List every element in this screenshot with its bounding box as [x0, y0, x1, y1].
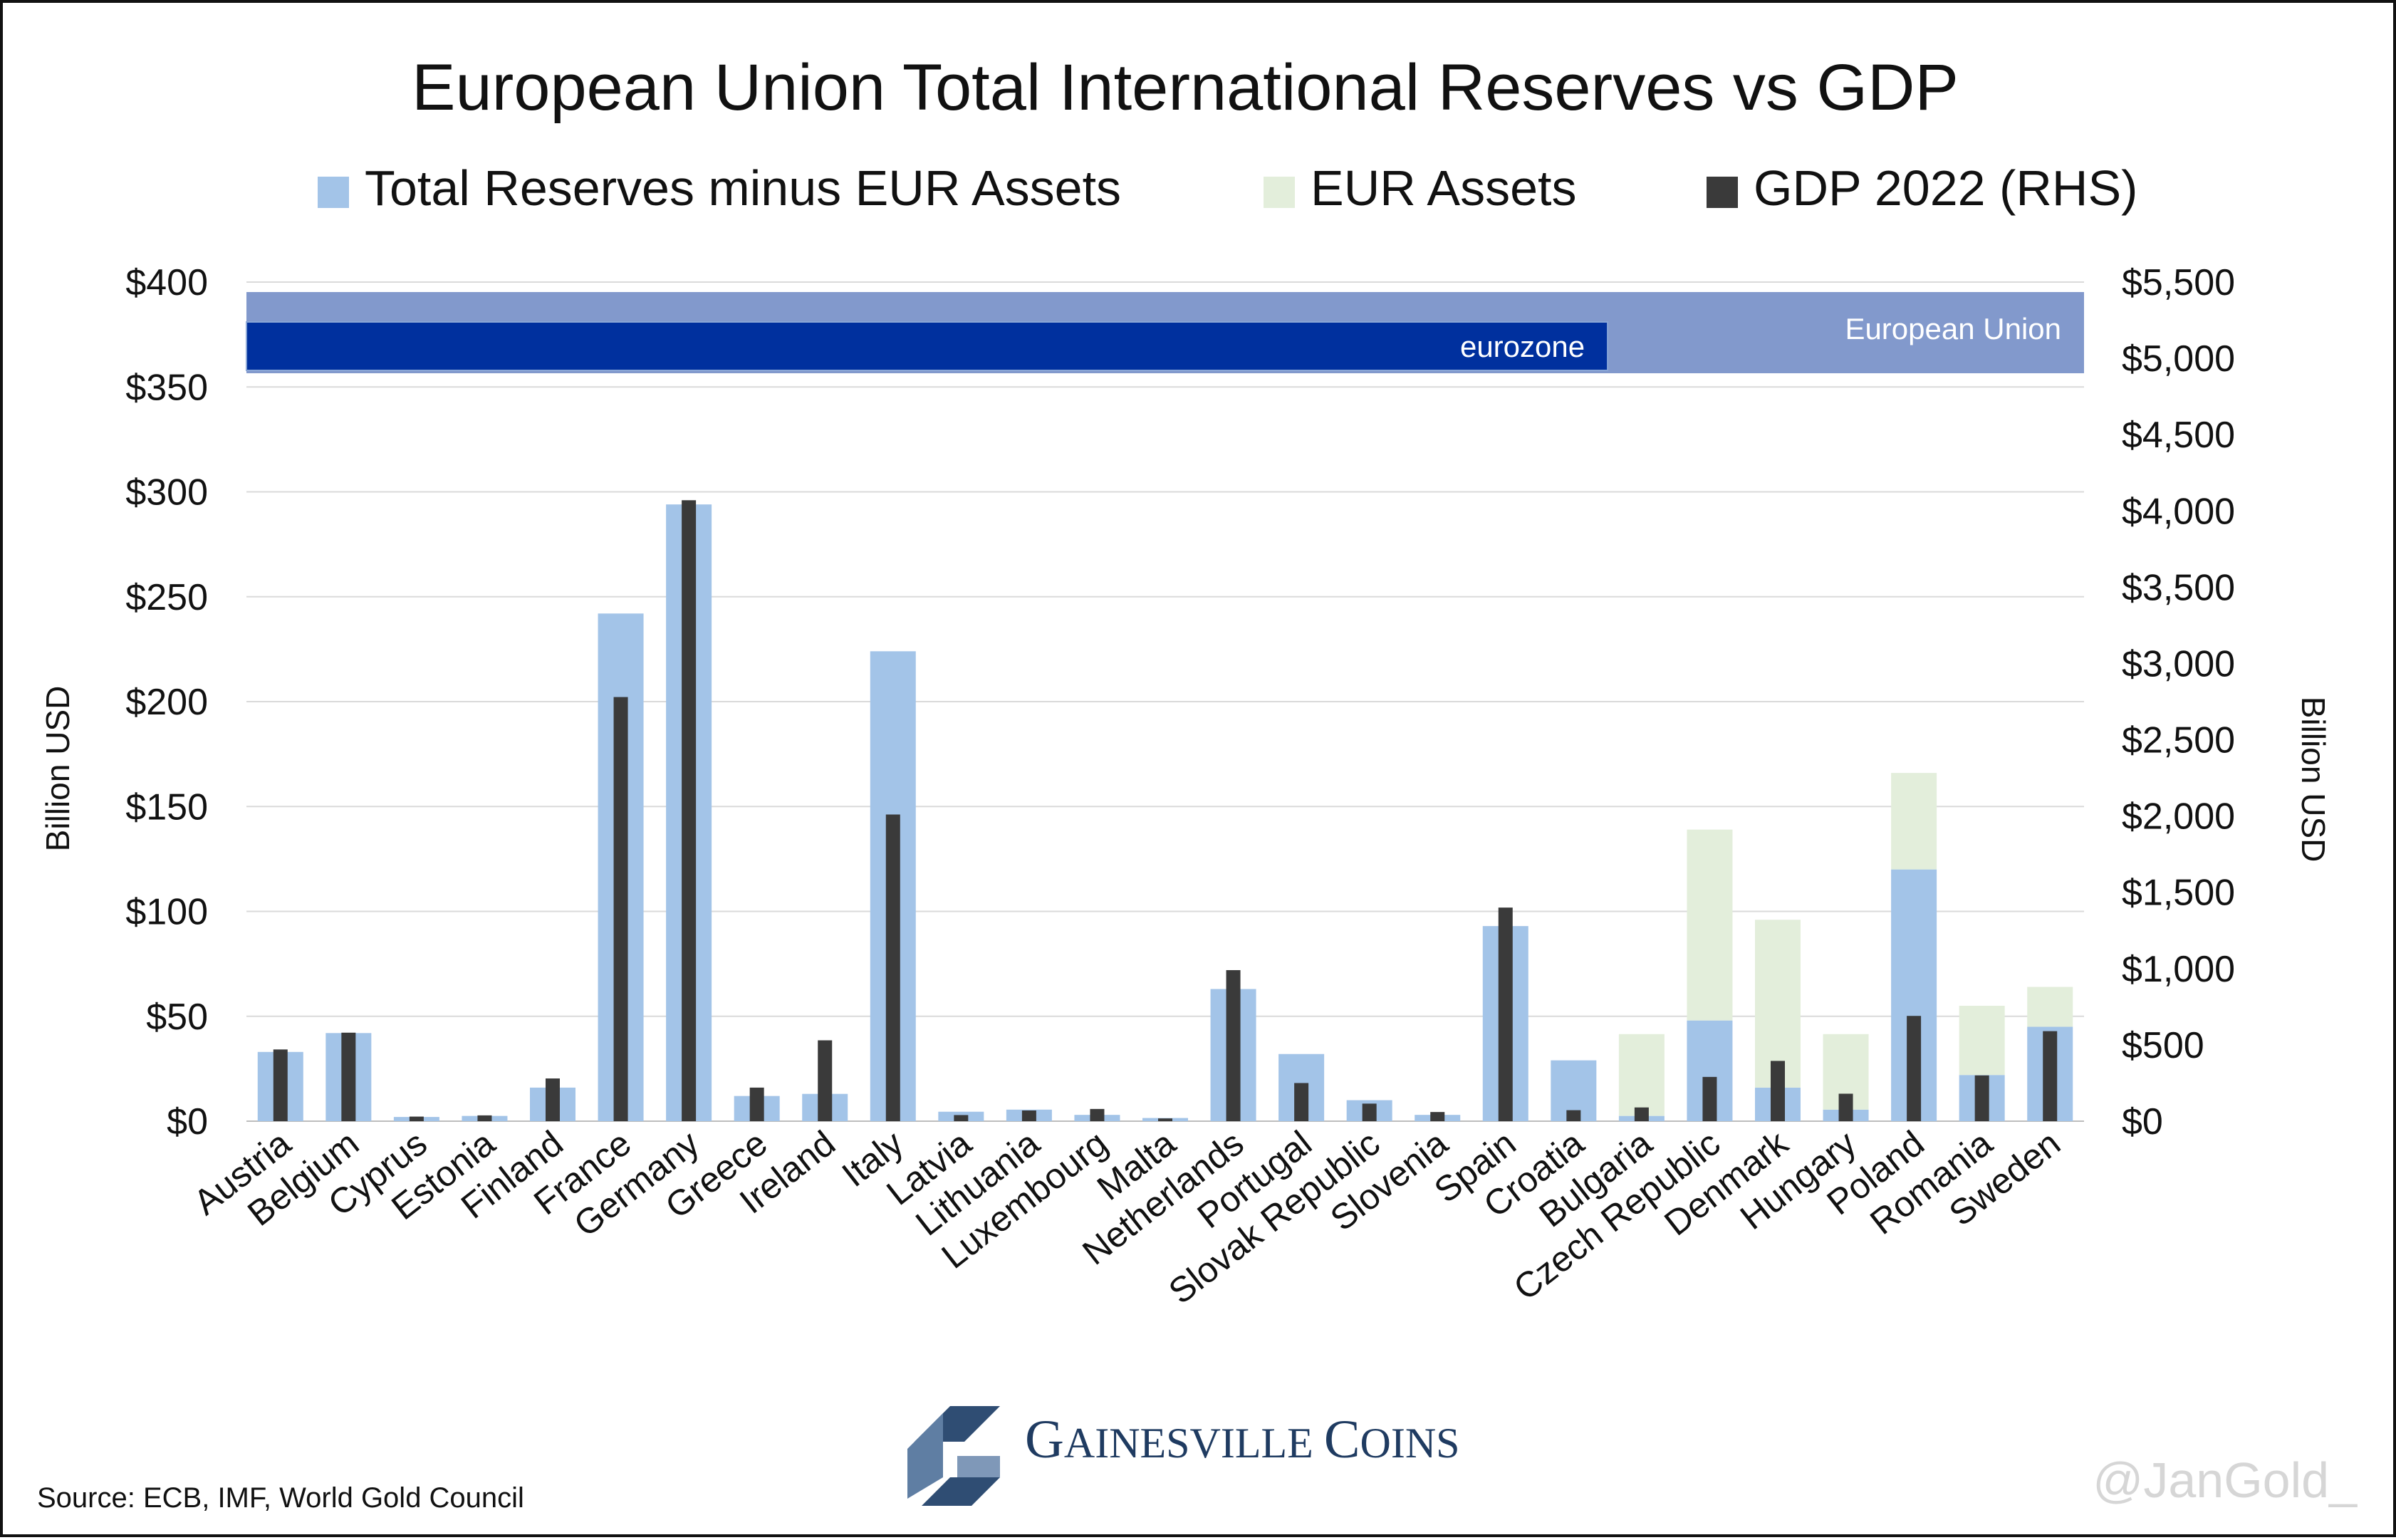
left-tick-label: $200: [125, 682, 208, 723]
legend-label-gdp-2022-rhs: GDP 2022 (RHS): [1754, 160, 2137, 216]
bar-gdp-poland: [1907, 1016, 1922, 1121]
bar-gdp-finland: [546, 1078, 560, 1121]
right-tick-label: $5,500: [2122, 262, 2235, 303]
bar-gdp-latvia: [954, 1115, 969, 1121]
legend-label-eur-assets: EUR Assets: [1311, 160, 1576, 216]
right-tick-label: $3,500: [2122, 567, 2235, 608]
right-tick-label: $2,000: [2122, 796, 2235, 838]
bar-eur-assets-romania: [1959, 1006, 2005, 1076]
left-tick-label: $350: [125, 367, 208, 408]
left-tick-label: $100: [125, 892, 208, 933]
bar-gdp-czech-republic: [1702, 1076, 1717, 1121]
group-bands: European Union eurozone: [246, 292, 2084, 373]
bar-gdp-belgium: [341, 1032, 356, 1121]
logo-mark-bar: [957, 1456, 1000, 1477]
bar-gdp-slovenia: [1430, 1112, 1445, 1121]
legend-label-total-reserves-minus-eur-assets: Total Reserves minus EUR Assets: [365, 160, 1121, 216]
bar-gdp-austria: [273, 1049, 288, 1121]
bar-gdp-cyprus: [409, 1116, 424, 1121]
left-axis-ticks: $0 $50 $100 $150 $200 $250 $300 $350 $400: [125, 262, 208, 1143]
group-band-eurozone: [246, 321, 1609, 371]
logo-mark-bottom: [922, 1477, 1000, 1506]
bar-gdp-germany: [682, 500, 697, 1121]
bar-gdp-romania: [1974, 1075, 1989, 1121]
bar-gdp-netherlands: [1226, 969, 1241, 1121]
right-tick-label: $3,000: [2122, 643, 2235, 685]
bar-gdp-malta: [1158, 1118, 1172, 1121]
watermark: @JanGold_: [2093, 1452, 2358, 1508]
right-tick-label: $500: [2122, 1025, 2204, 1066]
bar-gdp-ireland: [818, 1040, 833, 1121]
legend-swatch-gdp-2022-rhs: [1707, 177, 1738, 208]
left-tick-label: $250: [125, 577, 208, 618]
bar-gdp-hungary: [1838, 1093, 1853, 1121]
right-axis-ticks: $0 $500 $1,000 $1,500 $2,000 $2,500 $3,000 $3,5…: [2122, 262, 2235, 1143]
left-axis-label: Billion USD: [39, 686, 76, 852]
right-tick-label: $1,500: [2122, 873, 2235, 914]
bar-eur-assets-poland: [1891, 773, 1937, 870]
bar-eur-assets-bulgaria: [1618, 1034, 1665, 1116]
right-tick-label: $1,000: [2122, 949, 2235, 990]
bar-gdp-denmark: [1771, 1061, 1785, 1121]
left-tick-label: $150: [125, 786, 208, 828]
left-tick-label: $400: [125, 262, 208, 303]
right-tick-label: $4,500: [2122, 415, 2235, 456]
bar-gdp-croatia: [1566, 1110, 1581, 1121]
bar-gdp-slovak-republic: [1362, 1103, 1377, 1121]
bar-eur-assets-denmark: [1755, 920, 1801, 1088]
group-label-eurozone: eurozone: [1460, 330, 1585, 363]
legend-swatch-total-reserves-minus-eur-assets: [318, 177, 349, 208]
gainesville-coins-logo: [907, 1406, 1000, 1506]
chart-title: European Union Total International Reser…: [412, 51, 1959, 124]
bar-gdp-bulgaria: [1634, 1107, 1649, 1121]
group-label-european-union: European Union: [1845, 312, 2061, 345]
legend-swatch-eur-assets: [1264, 177, 1295, 208]
brand-rest-2: OINS: [1360, 1420, 1460, 1467]
chart-canvas: European Union Total International Reser…: [37, 51, 2358, 1514]
left-tick-label: $0: [167, 1101, 208, 1143]
bars: [257, 500, 2073, 1121]
brand-initial-2: C: [1324, 1410, 1360, 1469]
legend: Total Reserves minus EUR Assets EUR Asset…: [318, 160, 2137, 216]
logo-mark-left: [907, 1413, 943, 1499]
bar-gdp-estonia: [477, 1115, 492, 1121]
source-note: Source: ECB, IMF, World Gold Council: [37, 1482, 524, 1514]
brand-rest-1: AINESVILLE: [1064, 1420, 1324, 1467]
bar-gdp-portugal: [1294, 1083, 1309, 1121]
left-tick-label: $300: [125, 472, 208, 514]
right-tick-label: $2,500: [2122, 720, 2235, 761]
bar-gdp-spain: [1498, 907, 1513, 1121]
bar-gdp-lithuania: [1021, 1110, 1036, 1121]
bar-gdp-italy: [885, 814, 900, 1121]
bar-eur-assets-sweden: [2027, 987, 2073, 1027]
brand-initial-1: G: [1025, 1410, 1064, 1469]
bar-gdp-sweden: [2043, 1031, 2058, 1121]
bar-eur-assets-czech-republic: [1687, 829, 1733, 1021]
bar-gdp-luxembourg: [1090, 1108, 1105, 1121]
bar-gdp-france: [613, 697, 628, 1121]
right-tick-label: $5,000: [2122, 338, 2235, 380]
left-tick-label: $50: [146, 997, 208, 1038]
bar-gdp-greece: [749, 1087, 764, 1121]
brand-name: GAINESVILLE COINS: [1025, 1410, 1460, 1469]
category-labels: AustriaBelgiumCyprusEstoniaFinlandFrance…: [186, 1123, 2068, 1311]
right-tick-label: $0: [2122, 1101, 2163, 1143]
right-axis-label: Billion USD: [2295, 697, 2332, 863]
gridlines: [246, 281, 2084, 1122]
right-tick-label: $4,000: [2122, 491, 2235, 532]
